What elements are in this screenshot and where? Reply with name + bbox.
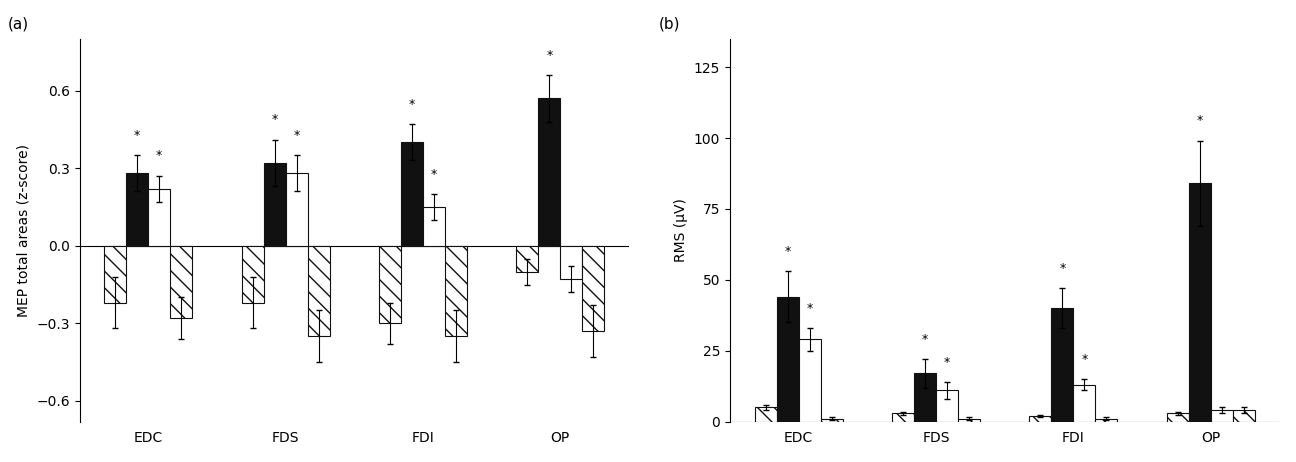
Bar [936,390,958,422]
Text: *: * [156,150,162,163]
Text: *: * [430,168,437,181]
Bar [538,98,560,246]
Bar [400,142,422,246]
Text: *: * [921,333,928,346]
Bar [560,246,582,280]
Bar [776,297,798,422]
Text: *: * [546,49,552,61]
Text: *: * [1196,115,1203,128]
Bar [241,246,263,303]
Text: *: * [271,113,277,126]
Bar [1232,410,1255,422]
Bar [378,246,400,323]
Bar [1210,410,1232,422]
Bar [516,246,538,272]
Bar [307,246,329,336]
Text: *: * [1059,262,1065,275]
Bar [170,246,192,318]
Text: *: * [1081,353,1087,366]
Bar [1073,385,1095,422]
Bar [798,340,820,422]
Bar [422,207,445,246]
Bar [1095,419,1117,422]
Text: (a): (a) [8,16,30,31]
Bar [582,246,604,331]
Text: *: * [293,129,299,142]
Bar [958,419,980,422]
Bar [914,373,936,422]
Text: (b): (b) [658,16,680,31]
Bar [1029,416,1051,422]
Text: *: * [784,245,791,258]
Bar [892,413,914,422]
Bar [1166,413,1188,422]
Bar [104,246,126,303]
Text: *: * [943,356,950,369]
Bar [754,407,776,422]
Bar [148,189,170,246]
Y-axis label: MEP total areas (z-score): MEP total areas (z-score) [17,144,31,316]
Bar [1051,308,1073,422]
Bar [1188,183,1210,422]
Y-axis label: RMS (μV): RMS (μV) [674,198,688,262]
Bar [126,173,148,246]
Bar [263,163,285,246]
Bar [820,419,842,422]
Bar [445,246,467,336]
Text: *: * [408,98,415,111]
Text: *: * [806,302,813,315]
Bar [285,173,307,246]
Text: *: * [133,129,140,142]
